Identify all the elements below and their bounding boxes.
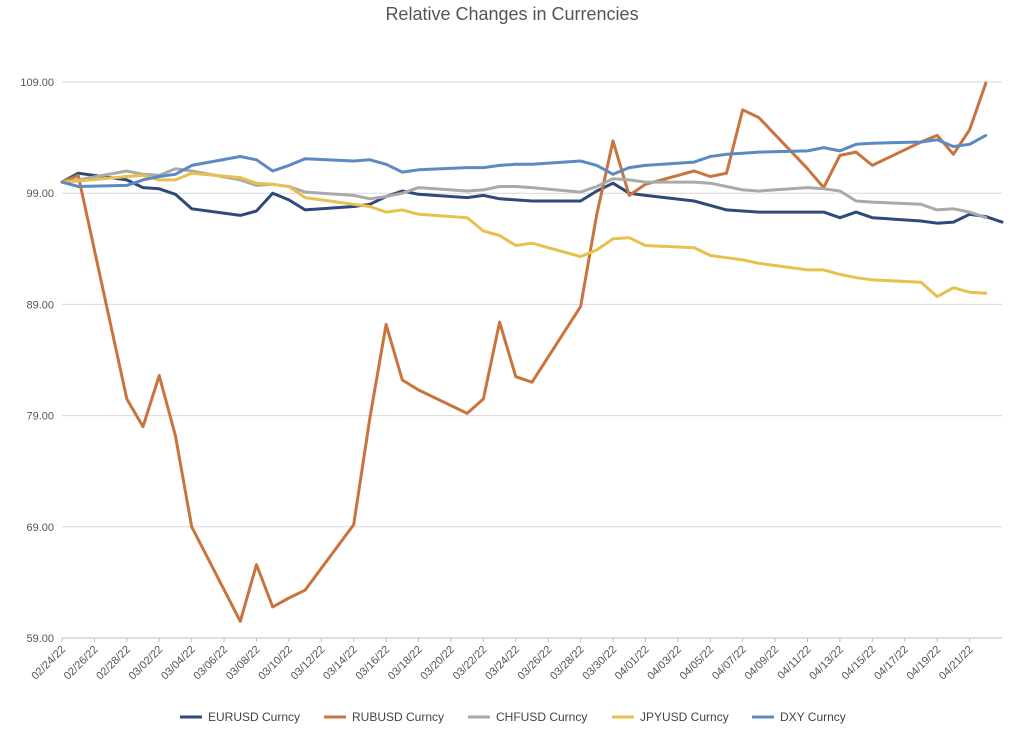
y-tick-label: 99.00 bbox=[26, 188, 54, 200]
x-tick-label: 03/08/22 bbox=[224, 644, 263, 683]
x-tick-label: 04/15/22 bbox=[840, 644, 879, 683]
legend-label: RUBUSD Curncy bbox=[352, 710, 444, 724]
x-tick-label: 03/20/22 bbox=[418, 644, 457, 683]
x-tick-label: 03/26/22 bbox=[516, 644, 555, 683]
x-tick-label: 03/04/22 bbox=[159, 644, 198, 683]
legend-label: CHFUSD Curncy bbox=[496, 710, 587, 724]
x-tick-label: 03/28/22 bbox=[548, 644, 587, 683]
series-line-chfusd bbox=[60, 167, 988, 220]
series-line-jpyusd bbox=[60, 171, 988, 299]
x-tick-label: 03/18/22 bbox=[386, 644, 425, 683]
x-tick-label: 04/03/22 bbox=[645, 644, 684, 683]
x-tick-label: 03/16/22 bbox=[353, 644, 392, 683]
y-tick-label: 79.00 bbox=[26, 411, 54, 423]
series-line-rubusd bbox=[60, 81, 988, 623]
x-tick-label: 03/14/22 bbox=[321, 644, 360, 683]
x-tick-label: 02/24/22 bbox=[29, 644, 68, 683]
x-tick-label: 02/26/22 bbox=[62, 644, 101, 683]
series-line-dxy bbox=[60, 133, 988, 188]
x-tick-label: 04/01/22 bbox=[613, 644, 652, 683]
x-tick-label: 03/12/22 bbox=[289, 644, 328, 683]
x-tick-label: 04/19/22 bbox=[905, 644, 944, 683]
y-axis-ticks: 59.00 69.00 79.00 89.00 99.00 109.00 bbox=[20, 77, 54, 645]
x-tick-label: 03/30/22 bbox=[580, 644, 619, 683]
x-tick-label: 03/10/22 bbox=[256, 644, 295, 683]
y-tick-label: 69.00 bbox=[26, 522, 54, 534]
x-tick-label: 04/11/22 bbox=[775, 644, 813, 682]
gridlines bbox=[62, 81, 1002, 639]
x-tick-label: 04/07/22 bbox=[710, 644, 749, 683]
x-tick-label: 04/05/22 bbox=[678, 644, 717, 683]
legend: EURUSD Curncy RUBUSD Curncy CHFUSD Curncy J… bbox=[180, 710, 846, 724]
x-tick-label: 04/17/22 bbox=[872, 644, 911, 683]
y-tick-label: 59.00 bbox=[26, 633, 54, 645]
legend-label: DXY Curncy bbox=[780, 710, 846, 724]
x-tick-label: 03/06/22 bbox=[191, 644, 230, 683]
series-lines bbox=[60, 81, 1004, 623]
x-tick-label: 03/24/22 bbox=[483, 644, 522, 683]
legend-label: EURUSD Curncy bbox=[208, 710, 300, 724]
x-tick-label: 03/22/22 bbox=[451, 644, 490, 683]
x-axis-ticks: 02/24/2202/26/2202/28/2203/02/2203/04/22… bbox=[29, 638, 976, 683]
x-tick-label: 04/21/22 bbox=[937, 644, 976, 683]
y-tick-label: 109.00 bbox=[20, 77, 54, 89]
series-line-eurusd bbox=[60, 171, 1004, 225]
chart-title: Relative Changes in Currencies bbox=[385, 4, 639, 24]
x-tick-label: 03/02/22 bbox=[127, 644, 166, 683]
x-tick-label: 04/13/22 bbox=[807, 644, 846, 683]
x-tick-label: 02/28/22 bbox=[94, 644, 133, 683]
x-tick-label: 04/09/22 bbox=[742, 644, 781, 683]
legend-label: JPYUSD Curncy bbox=[640, 710, 729, 724]
y-tick-label: 89.00 bbox=[26, 299, 54, 311]
